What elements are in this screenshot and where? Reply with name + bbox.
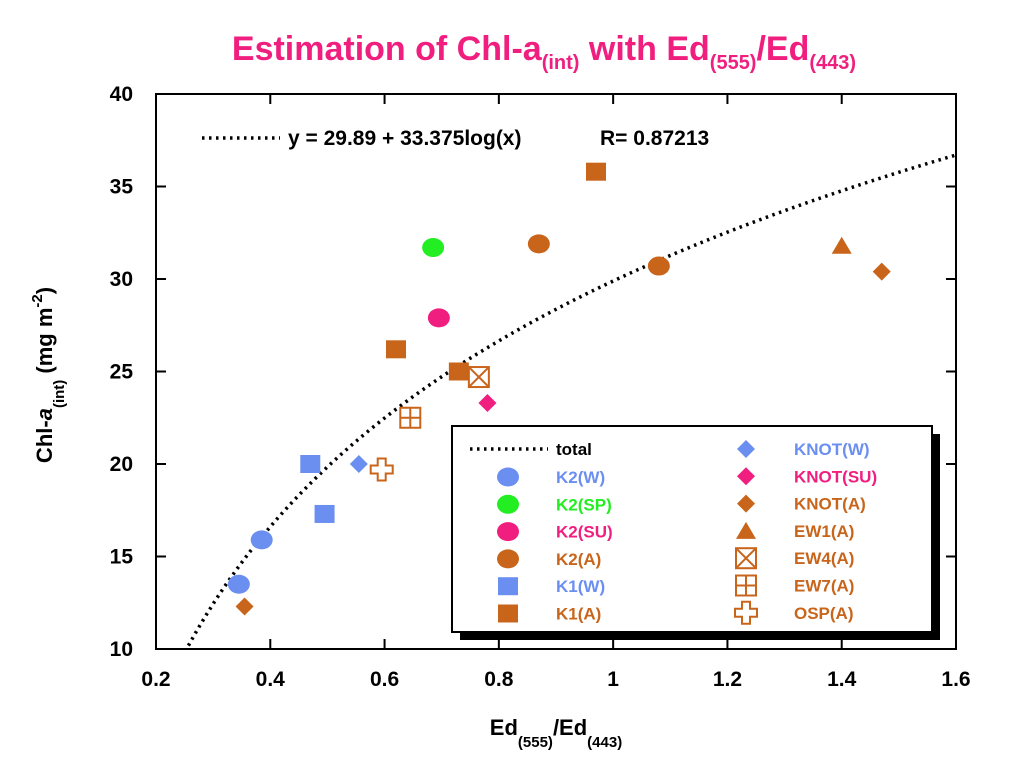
legend-marker-k2-su: [497, 522, 519, 542]
legend-label-knot-w: KNOT(W): [794, 440, 870, 459]
data-point-k1-a: [386, 340, 406, 359]
legend-label-ew1-a: EW1(A): [794, 522, 854, 541]
x-tick-label: 0.4: [256, 668, 286, 691]
title-middle: with Ed: [579, 30, 709, 68]
data-point-osp-a: [369, 457, 394, 482]
data-point-knot-a: [235, 597, 254, 616]
legend-marker-k2-sp: [497, 494, 519, 514]
data-point-k2-w: [227, 574, 250, 594]
legend-marker-k1-a: [498, 604, 518, 623]
legend-marker-k2-a: [497, 549, 519, 569]
equation-annotation: y = 29.89 + 33.375log(x) R= 0.87213: [202, 127, 709, 150]
data-point-ew7-a: [399, 406, 422, 429]
data-point-k2-su: [427, 308, 450, 328]
y-tick-label: 30: [110, 268, 133, 291]
data-point-k1-a: [448, 362, 469, 381]
legend: total K2(W) K2(SP) K2(SU) K2(A) K1(W) K1(A) KN…: [451, 425, 940, 640]
axis-ticks: 0.2 0.4 0.6 0.8 1 1.2 1.4 1.6 10 15 20 25 30 35 40: [110, 83, 971, 691]
title-sub-443: (443): [809, 52, 856, 74]
data-point-knot-a: [872, 262, 891, 281]
y-tick-label: 25: [110, 361, 134, 384]
data-point-k2-a: [527, 234, 550, 254]
y-tick-label: 15: [110, 546, 134, 569]
data-point-k2-a: [647, 256, 670, 276]
legend-label-osp-a: OSP(A): [794, 604, 854, 623]
data-point-k2-sp: [422, 238, 445, 258]
x-tick-label: 1: [607, 668, 619, 691]
fit-curve: [186, 153, 957, 647]
legend-label-k2-a: K2(A): [556, 550, 601, 569]
y-tick-label: 35: [110, 176, 134, 199]
x-tick-label: 0.6: [370, 668, 399, 691]
y-label-close: ): [32, 287, 57, 294]
x-tick-label: 1.2: [713, 668, 742, 691]
data-point-knot-w: [349, 455, 368, 473]
y-tick-label: 10: [110, 638, 133, 661]
legend-marker-knot-su: [737, 467, 755, 486]
legend-total-label: total: [556, 440, 592, 459]
legend-label-knot-a: KNOT(A): [794, 495, 866, 514]
title-slash: /Ed: [756, 30, 809, 68]
legend-marker-osp-a: [734, 600, 758, 625]
legend-label-knot-su: KNOT(SU): [794, 467, 877, 486]
x-axis-label: Ed(555)/Ed(443): [490, 715, 622, 751]
legend-marker-knot-w: [737, 440, 755, 458]
y-label-unit: (mg m: [32, 308, 57, 380]
x-tick-label: 0.8: [484, 668, 514, 691]
legend-marker-ew1-a: [736, 521, 756, 539]
data-point-k1-a: [586, 162, 606, 181]
y-label-sub-int: (int): [51, 380, 68, 408]
legend-label-k2-su: K2(SU): [556, 523, 613, 542]
data-point-knot-su: [478, 393, 497, 412]
title-sub-int: (int): [542, 52, 580, 74]
y-tick-label: 40: [110, 83, 133, 106]
y-label-sup: -2: [29, 294, 46, 307]
fit-curve-group: [186, 153, 957, 647]
x-tick-label: 1.6: [941, 668, 970, 691]
chart-title: Estimation of Chl-a(int) with Ed(555)/Ed…: [232, 30, 856, 74]
legend-marker-ew7-a: [735, 574, 757, 597]
y-axis-label: Chl-a(int) (mg m-2): [29, 287, 68, 463]
legend-marker-ew4-a: [735, 547, 757, 570]
y-label-a: a: [32, 408, 57, 420]
title-sub-555: (555): [710, 52, 757, 74]
x-label-ed1: Ed: [490, 715, 518, 740]
data-point-k2-w: [250, 530, 273, 550]
legend-label-ew4-a: EW4(A): [794, 549, 854, 568]
data-point-ew4-a: [467, 366, 490, 389]
data-points: [227, 162, 891, 616]
data-point-k1-w: [314, 504, 335, 523]
x-label-sub-555: (555): [518, 734, 553, 751]
x-tick-label: 1.4: [827, 668, 857, 691]
data-point-k1-w: [300, 455, 321, 473]
legend-label-k2-sp: K2(SP): [556, 495, 612, 514]
legend-label-k1-a: K1(A): [556, 605, 601, 624]
legend-marker-k1-w: [498, 577, 518, 596]
legend-label-k2-w: K2(W): [556, 468, 605, 487]
legend-marker-k2-w: [497, 467, 519, 487]
y-tick-label: 20: [110, 453, 133, 476]
title-prefix: Estimation of Chl-a: [232, 30, 543, 68]
equation-formula: y = 29.89 + 33.375log(x): [288, 127, 521, 150]
x-label-sub-443: (443): [587, 734, 622, 751]
legend-items: K2(W) K2(SP) K2(SU) K2(A) K1(W) K1(A) KNOT(W) K…: [497, 440, 877, 625]
legend-marker-knot-a: [737, 494, 755, 513]
y-label-chl: Chl-: [32, 420, 57, 463]
equation-r: R= 0.87213: [600, 127, 709, 150]
legend-label-ew7-a: EW7(A): [794, 577, 854, 596]
legend-box: [451, 425, 933, 633]
legend-label-k1-w: K1(W): [556, 577, 605, 596]
data-point-ew1-a: [831, 236, 852, 254]
x-tick-label: 0.2: [141, 668, 170, 691]
x-label-slash: /Ed: [553, 715, 587, 740]
